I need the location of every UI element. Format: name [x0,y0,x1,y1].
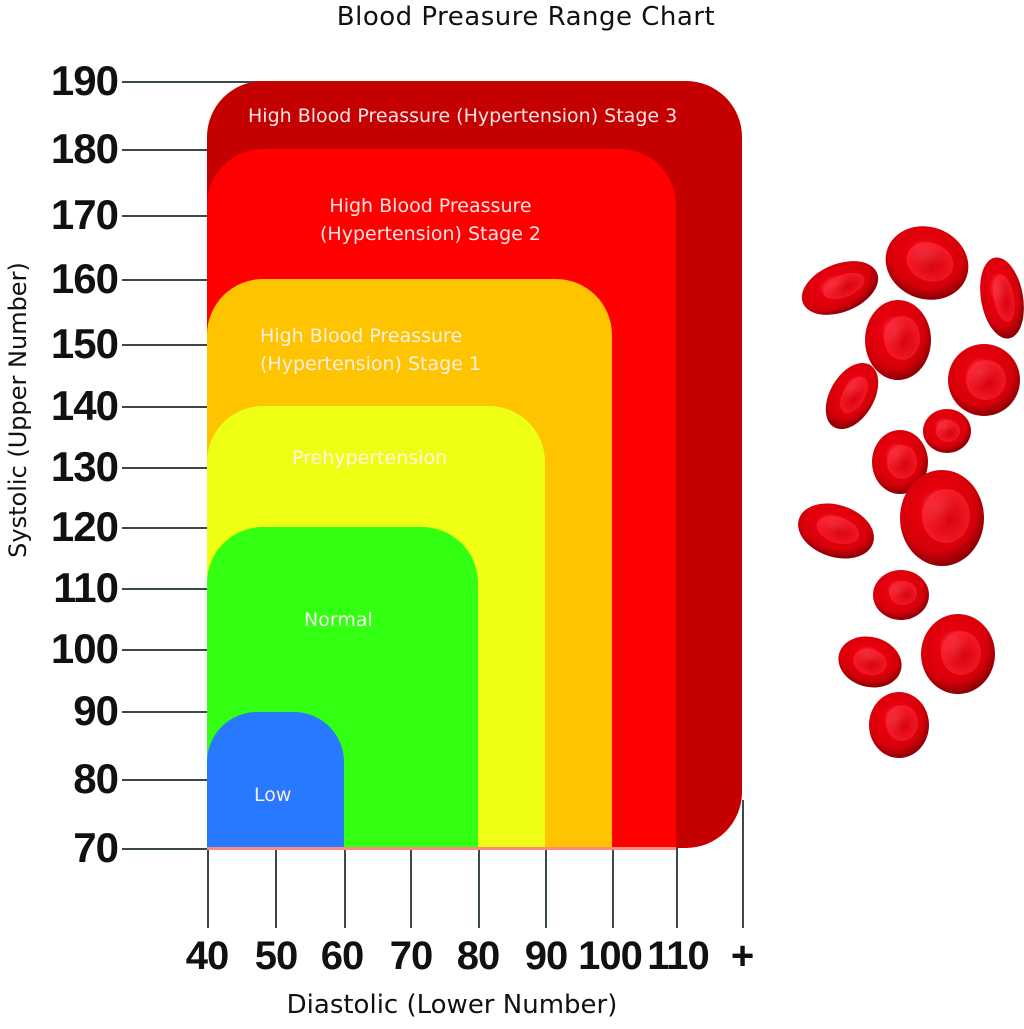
y-tick-label: 190 [50,57,119,104]
x-tick-line [742,800,744,928]
y-tick-label: 140 [50,382,119,429]
y-tick-line [122,215,207,217]
y-tick-line [122,406,207,408]
x-tick-line [207,848,209,928]
zone-label-line: High Blood Preassure [260,325,463,347]
zone-label-line: (Hypertension) Stage 1 [260,353,482,375]
y-tick-line [122,344,207,346]
zone-label-line: High Blood Preassure [329,195,532,217]
y-tick-label: 150 [50,320,119,367]
x-tick-line [676,848,678,928]
blood-cell-icon [872,430,928,494]
y-tick-line [122,649,207,651]
blood-cell-icon [900,470,984,566]
x-tick-line [410,848,412,928]
y-tick-line [122,527,207,529]
x-tick-line [344,848,346,928]
x-tick-line [545,848,547,928]
blood-cell-icon [921,614,995,694]
y-tick-line [122,149,207,151]
y-tick-label: 120 [50,503,119,550]
x-tick-label: 80 [456,934,500,978]
blood-cell-icon [865,300,931,380]
x-tick-label: 40 [185,934,229,978]
blood-cell-icon [869,692,929,758]
zone-label-low: Low [254,784,292,806]
x-axis-label: Diastolic (Lower Number) [286,990,618,1020]
y-tick-label: 130 [50,443,119,490]
x-tick-label: 50 [254,934,298,978]
zone-label-normal: Normal [304,609,373,631]
y-tick-line [122,81,262,83]
y-axis-label: Systolic (Upper Number) [4,262,32,558]
y-tick-line [122,588,207,590]
zone-label-stage2: High Blood Preassure (Hypertension) Stag… [320,192,541,248]
x-tick-label: 60 [320,934,364,978]
y-tick-line [122,848,207,850]
blood-cell-icon [825,362,879,430]
x-tick-line [275,848,277,928]
blood-cell-icon [798,503,874,559]
y-tick-line [122,779,207,781]
chart-title: Blood Preasure Range Chart [336,2,716,32]
blood-cell-icon [838,636,902,688]
blood-cell-icon [801,261,879,315]
x-tick-line [612,848,614,928]
red-blood-cells-illustration [798,226,1024,758]
y-tick-label: 110 [53,564,119,611]
baseline [207,847,676,850]
zone-label-prehypertension: Prehypertension [292,447,448,469]
y-tick-label: 70 [73,824,119,871]
x-tick-label: 70 [389,934,433,978]
blood-cell-icon [885,226,969,300]
blood-cell-icon [923,409,971,453]
x-tick-label: 110 [647,934,710,978]
y-tick-label: 100 [50,625,119,672]
blood-cell-icon [948,344,1020,416]
y-tick-line [122,279,207,281]
y-tick-label: 180 [50,125,119,172]
y-tick-label: 160 [50,255,119,302]
zone-low [207,712,344,848]
zone-label-stage1: High Blood Preassure (Hypertension) Stag… [260,322,481,378]
y-tick-line [122,711,207,713]
x-tick-label: + [730,934,754,978]
y-tick-line [122,467,207,469]
zone-label-stage3: High Blood Preassure (Hypertension) Stag… [248,105,678,127]
x-tick-label: 90 [524,934,568,978]
blood-cell-icon [873,570,929,620]
zone-label-line: (Hypertension) Stage 2 [320,223,542,245]
blood-cell-icon [980,257,1024,339]
y-tick-label: 80 [73,755,119,802]
y-tick-label: 170 [50,191,119,238]
y-tick-label: 90 [73,687,119,734]
x-tick-line [478,848,480,928]
x-tick-label: 100 [578,934,643,978]
